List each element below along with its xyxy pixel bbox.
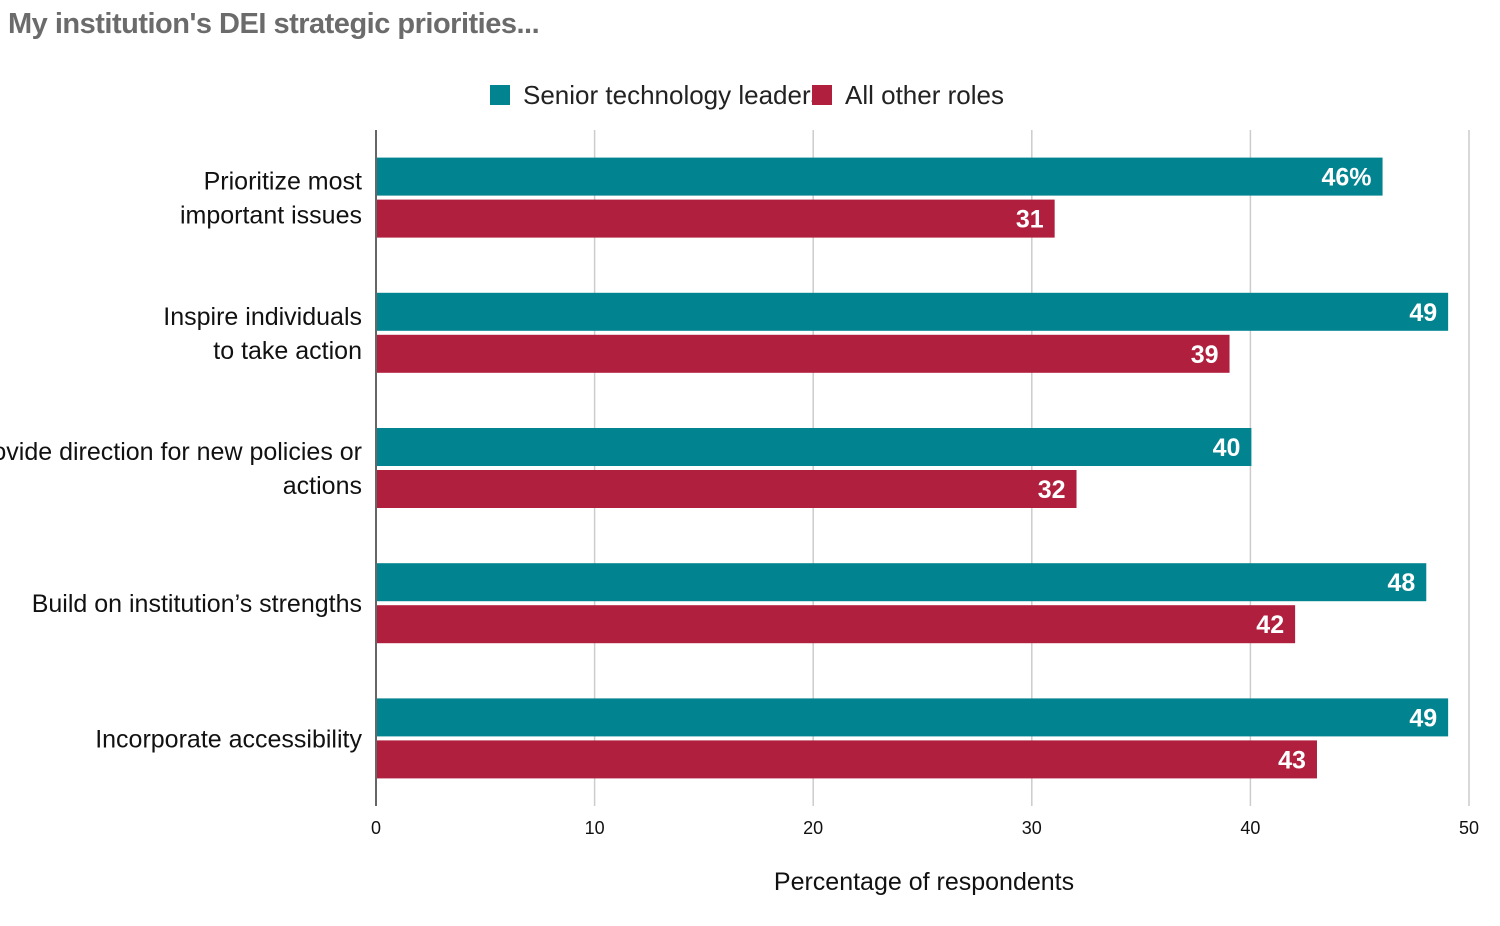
data-label-other-1: 39 [1191,341,1219,369]
x-tick-labels: 0 10 20 30 40 50 [371,818,1479,838]
x-tick-label-20: 20 [803,818,823,838]
category-label-1: Inspire individuals to take action [163,303,362,365]
data-label-senior-4: 49 [1409,704,1437,732]
bar-senior-4 [377,698,1449,737]
data-label-senior-1: 49 [1409,299,1437,327]
data-label-senior-0: 46% [1322,164,1372,192]
bar-other-4 [377,740,1317,779]
x-tick-label-30: 30 [1022,818,1042,838]
legend-swatch-other [812,85,832,105]
data-label-senior-2: 40 [1213,434,1241,462]
bar-senior-0 [377,157,1383,196]
category-label-2: Provide direction for new policies or act… [0,438,362,500]
x-tick-label-50: 50 [1459,818,1479,838]
data-label-other-0: 31 [1016,206,1044,234]
x-tick-label-40: 40 [1240,818,1260,838]
bar-other-3 [377,605,1296,644]
bar-senior-3 [377,563,1427,602]
category-label-4: Incorporate accessibility [95,725,362,753]
x-tick-label-10: 10 [585,818,605,838]
bar-other-1 [377,334,1230,373]
data-label-other-2: 32 [1038,476,1066,504]
bars [377,157,1449,779]
gridlines [593,130,1470,806]
legend-label-other: All other roles [845,80,1004,110]
data-label-senior-3: 48 [1387,569,1415,597]
data-label-other-4: 43 [1278,746,1306,774]
data-label-other-3: 42 [1256,611,1284,639]
data-labels: 46% 31 49 39 40 32 48 42 49 43 [1016,164,1437,775]
bar-senior-2 [377,428,1252,466]
category-labels: Prioritize most important issues Inspire i… [0,168,362,754]
bar-other-2 [377,470,1077,508]
legend-label-senior: Senior technology leaders [523,80,824,110]
x-tick-label-0: 0 [371,818,381,838]
bar-senior-1 [377,292,1449,331]
bar-other-0 [377,199,1055,238]
category-label-3: Build on institution’s strengths [32,590,362,618]
legend-swatch-senior [490,85,510,105]
category-label-0: Prioritize most important issues [180,168,362,230]
legend: Senior technology leaders All other roles [490,80,1004,110]
x-axis-title: Percentage of respondents [774,868,1074,896]
chart-title: My institution's DEI strategic prioritie… [8,8,540,40]
